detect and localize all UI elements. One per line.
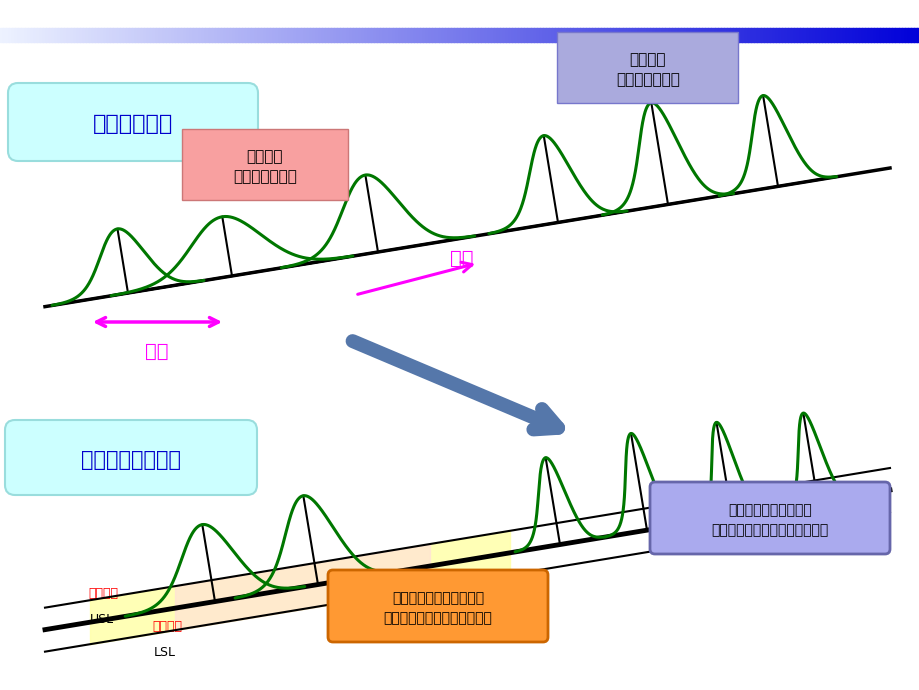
Text: 其次提高工程能力: 其次提高工程能力 (81, 450, 181, 470)
Text: 规格下限: 规格下限 (152, 620, 182, 633)
FancyBboxPatch shape (328, 570, 548, 642)
Text: 规格上限: 规格上限 (88, 586, 118, 600)
Text: 普通原因
产生偏差的状态: 普通原因 产生偏差的状态 (616, 52, 679, 88)
FancyBboxPatch shape (556, 32, 737, 103)
FancyBboxPatch shape (650, 482, 889, 554)
FancyBboxPatch shape (5, 420, 256, 495)
FancyBboxPatch shape (182, 129, 347, 200)
Text: 范围: 范围 (145, 342, 168, 361)
FancyBboxPatch shape (8, 83, 257, 161)
Text: 特殊原因
产生偏差的状态: 特殊原因 产生偏差的状态 (233, 150, 297, 184)
Text: 时间: 时间 (449, 249, 473, 268)
Text: 首先过程管理: 首先过程管理 (93, 114, 173, 134)
Text: 受控且有能力符合规范
（普通原因造成的变差已减少）: 受控且有能力符合规范 （普通原因造成的变差已减少） (710, 503, 828, 537)
Text: USL: USL (90, 613, 114, 626)
Text: 受控但没有能力符合规范
（普通原因造成的变差太大）: 受控但没有能力符合规范 （普通原因造成的变差太大） (383, 591, 492, 624)
Text: LSL: LSL (153, 646, 176, 659)
